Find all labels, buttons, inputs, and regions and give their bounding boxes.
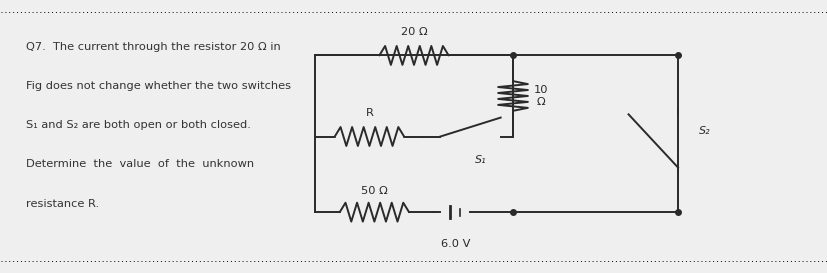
Text: S₁: S₁: [475, 155, 486, 165]
Text: S₁ and S₂ are both open or both closed.: S₁ and S₂ are both open or both closed.: [26, 120, 251, 130]
Text: Q7.  The current through the resistor 20 Ω in: Q7. The current through the resistor 20 …: [26, 42, 280, 52]
Text: Determine  the  value  of  the  unknown: Determine the value of the unknown: [26, 159, 254, 170]
Text: 50 Ω: 50 Ω: [361, 186, 387, 196]
Text: 6.0 V: 6.0 V: [440, 239, 470, 249]
Text: S₂: S₂: [698, 126, 710, 136]
Text: resistance R.: resistance R.: [26, 199, 99, 209]
Text: Fig does not change whether the two switches: Fig does not change whether the two swit…: [26, 81, 291, 91]
Text: R: R: [365, 108, 373, 118]
Text: 10
Ω: 10 Ω: [533, 85, 547, 107]
Text: 20 Ω: 20 Ω: [400, 26, 427, 37]
